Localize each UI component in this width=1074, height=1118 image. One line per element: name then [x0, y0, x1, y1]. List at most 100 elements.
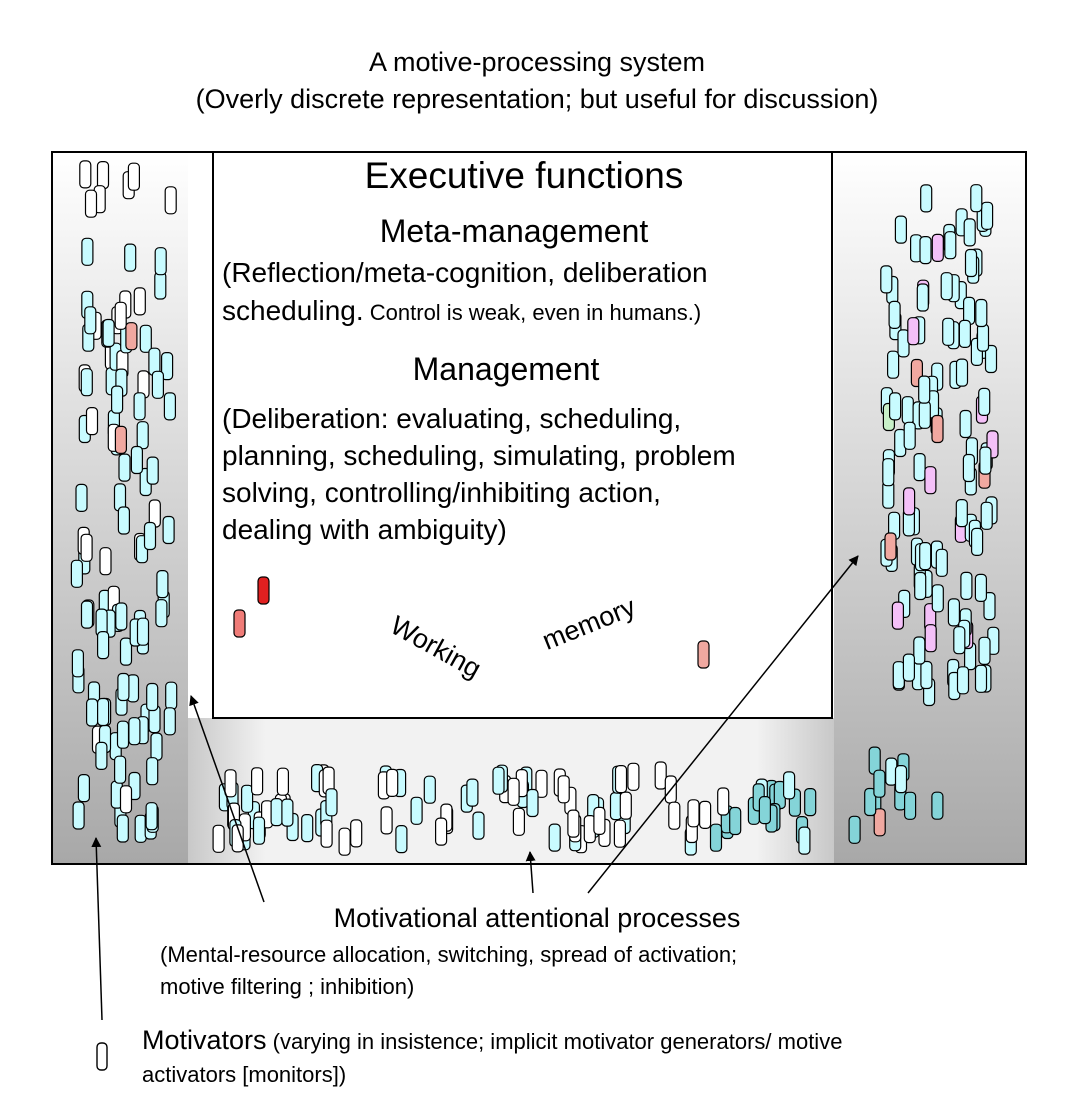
motivator-token: [980, 501, 993, 530]
motivator-token: [947, 598, 961, 627]
motivator-token: [963, 218, 976, 247]
attentional-processes-title: Motivational attentional processes: [333, 903, 741, 933]
motivator-token: [918, 400, 931, 429]
motivator-token: [980, 201, 994, 230]
motivator-token: [146, 682, 159, 712]
motivator-token: [146, 456, 159, 485]
motivator-token: [155, 599, 168, 628]
motivator-token: [163, 707, 176, 736]
motivator-token: [983, 591, 996, 621]
motivator-token: [151, 370, 164, 399]
motivator-token: [472, 811, 485, 840]
motivator-token: [873, 808, 886, 837]
motivator-token: [944, 231, 957, 260]
motivator-token: [902, 653, 916, 682]
motivator-token: [960, 571, 973, 601]
motivator-token: [70, 559, 84, 588]
motivator-token: [955, 358, 969, 387]
motivator-token: [146, 757, 159, 786]
motivator-token: [84, 306, 97, 335]
motivator-token: [894, 764, 908, 794]
management-desc-line-1: (Deliberation: evaluating, scheduling,: [222, 403, 682, 434]
motivator-token: [71, 649, 85, 678]
motivator-token: [975, 298, 988, 328]
motivator-token: [145, 802, 158, 831]
meta-management-title: Meta-management: [379, 213, 649, 249]
motivator-token: [154, 247, 167, 276]
motivator-token: [614, 764, 628, 794]
motivator-token: [119, 637, 133, 666]
motivator-token: [888, 392, 902, 421]
motivator-token: [919, 541, 932, 571]
motivator-token-active: [257, 576, 270, 605]
motivator-token: [133, 392, 146, 421]
motivator-token: [423, 775, 436, 804]
motivator-token: [782, 771, 796, 800]
motivator-token: [931, 584, 944, 613]
attentional-processes-desc-line-2: motive filtering ; inhibition): [160, 974, 415, 999]
motivator-token: [918, 375, 931, 404]
motivator-token: [902, 487, 916, 516]
motivator-token: [80, 533, 93, 562]
motivator-token: [386, 768, 399, 798]
motivator-token: [557, 775, 570, 804]
motivator-token: [163, 392, 176, 421]
motivator-token: [970, 184, 983, 213]
motivator-token: [888, 300, 901, 329]
motivator-token: [79, 160, 92, 189]
motivator-token: [110, 385, 124, 414]
motivator-token: [492, 766, 505, 795]
motivator-token: [919, 236, 932, 265]
arrow-to-bottom-band: [525, 851, 536, 894]
motivator-token: [134, 814, 147, 843]
motivator-token: [886, 350, 900, 379]
motivators-legend-desc: (varying in insistence; implicit motivat…: [266, 1029, 843, 1054]
meta-desc-control-note: Control is weak, even in humans.): [363, 300, 702, 325]
motivator-token: [512, 807, 526, 836]
motivator-token: [959, 409, 972, 439]
motivator-token: [964, 248, 978, 278]
motivator-token: [75, 483, 88, 512]
motivator-token: [99, 547, 112, 576]
motivator-token: [962, 453, 976, 483]
motivator-token: [410, 796, 423, 825]
motivator-token: [953, 626, 966, 655]
motivator-token: [117, 506, 131, 535]
motivator-token-active: [884, 532, 897, 561]
motivator-token: [804, 787, 817, 817]
motivator-token: [119, 785, 133, 814]
motivator-token: [698, 800, 712, 830]
motivator-token: [758, 795, 772, 825]
motivator-token: [931, 414, 944, 444]
motivator-token: [914, 571, 927, 601]
motivator-token-active: [233, 609, 246, 638]
motivator-token: [281, 798, 294, 827]
motivator-token: [668, 801, 681, 830]
legend-motivator-icon: [96, 1042, 108, 1071]
meta-desc-scheduling: scheduling.: [222, 295, 364, 326]
executive-box: [212, 151, 833, 719]
motivator-token: [903, 791, 917, 820]
motivator-token: [955, 499, 968, 528]
motivator-token: [80, 600, 94, 629]
motivator-token: [613, 819, 627, 848]
motivator-token: [729, 806, 742, 836]
motivator-token: [96, 161, 110, 190]
motivator-token: [252, 816, 266, 845]
motivator-token: [72, 801, 85, 830]
motivator-token: [924, 466, 937, 495]
motivator-token: [976, 323, 990, 352]
motivator-token: [931, 233, 944, 262]
motivator-token: [894, 215, 908, 244]
motivators-legend-line-1: Motivators (varying in insistence; impli…: [142, 1025, 842, 1056]
meta-management-desc-line-2: scheduling. Control is weak, even in hum…: [222, 295, 701, 327]
motivator-token: [984, 344, 998, 374]
motivator-token: [903, 421, 916, 450]
motivator-token: [241, 784, 254, 813]
motivator-token: [717, 787, 730, 816]
motivator-token: [526, 788, 539, 818]
motivator-token: [907, 317, 920, 346]
management-desc-line-2: planning, scheduling, simulating, proble…: [222, 440, 736, 471]
motivator-token: [136, 617, 150, 646]
